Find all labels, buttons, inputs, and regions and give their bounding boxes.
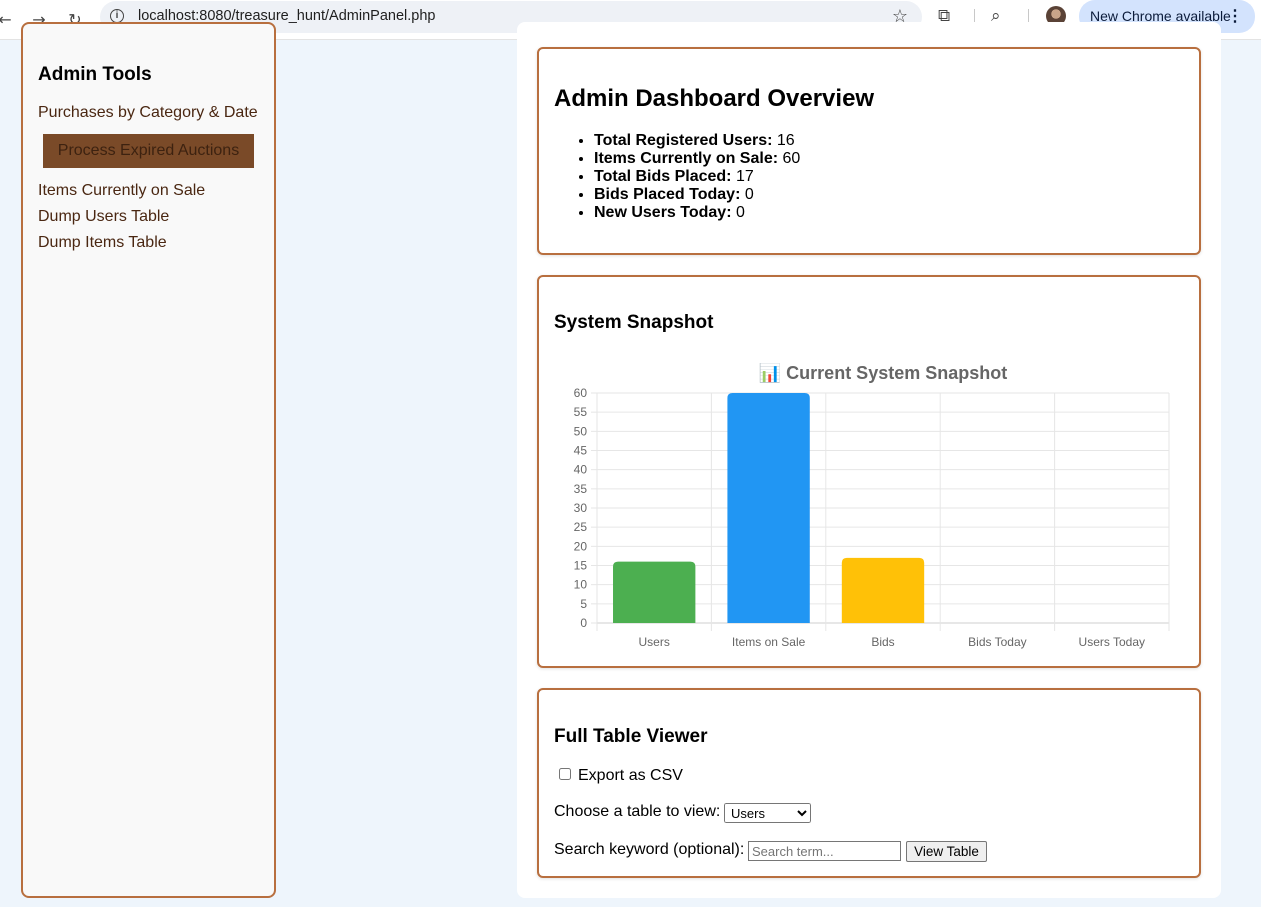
stat-label: Bids Placed Today: bbox=[594, 186, 741, 203]
stat-label: Items Currently on Sale: bbox=[594, 150, 779, 167]
link-purchases-by-category[interactable]: Purchases by Category & Date bbox=[38, 104, 258, 121]
stat-label: New Users Today: bbox=[594, 204, 732, 221]
main-content: Admin Dashboard Overview Total Registere… bbox=[517, 22, 1221, 898]
x-tick-label: Users bbox=[639, 635, 670, 649]
snapshot-bar-chart: 📊 Current System Snapshot 0 5 10 15 20 25 30 35 4… bbox=[574, 362, 1170, 649]
stat-value: 0 bbox=[744, 186, 754, 203]
search-input[interactable] bbox=[748, 841, 901, 861]
x-tick-label: Items on Sale bbox=[732, 635, 806, 649]
stat-label: Total Bids Placed: bbox=[594, 168, 732, 185]
table-viewer-heading: Full Table Viewer bbox=[554, 726, 708, 747]
y-tick-label: 5 bbox=[580, 597, 587, 611]
bar-bids bbox=[841, 557, 925, 623]
snapshot-heading: System Snapshot bbox=[554, 312, 714, 333]
y-tick-label: 20 bbox=[574, 539, 588, 553]
kebab-menu-icon[interactable]: ⋮ bbox=[1227, 8, 1243, 25]
star-icon[interactable]: ☆ bbox=[891, 6, 908, 27]
process-expired-auctions-button[interactable]: Process Expired Auctions bbox=[43, 134, 254, 168]
x-tick-label: Bids Today bbox=[968, 635, 1026, 649]
link-dump-users[interactable]: Dump Users Table bbox=[38, 208, 170, 225]
x-tick-label: Bids bbox=[871, 635, 894, 649]
overview-title: Admin Dashboard Overview bbox=[554, 85, 875, 112]
admin-sidebar: Admin Tools Purchases by Category & Date… bbox=[21, 22, 276, 898]
choose-table-label: Choose a table to view: bbox=[554, 803, 721, 820]
update-label: New Chrome available bbox=[1090, 8, 1231, 24]
stat-item: New Users Today: 0 bbox=[594, 204, 800, 222]
y-tick-label: 30 bbox=[574, 501, 588, 515]
y-tick-label: 10 bbox=[574, 578, 588, 592]
table-viewer-card: Full Table Viewer Export as CSV Choose a… bbox=[537, 688, 1201, 878]
info-icon[interactable]: i bbox=[110, 9, 124, 23]
stat-item: Items Currently on Sale: 60 bbox=[594, 150, 800, 168]
link-dump-items[interactable]: Dump Items Table bbox=[38, 234, 167, 251]
bar-users bbox=[613, 561, 696, 623]
y-tick-label: 35 bbox=[574, 482, 588, 496]
snapshot-card: System Snapshot 📊 Current System Snapsho… bbox=[537, 275, 1201, 668]
y-tick-label: 25 bbox=[574, 520, 588, 534]
overview-card: Admin Dashboard Overview Total Registere… bbox=[537, 47, 1201, 255]
profile-avatar[interactable] bbox=[1046, 6, 1066, 26]
stat-value: 17 bbox=[735, 168, 754, 185]
search-keyword-label: Search keyword (optional): bbox=[554, 841, 745, 858]
stat-item: Total Bids Placed: 17 bbox=[594, 168, 800, 186]
stat-label: Total Registered Users: bbox=[594, 132, 773, 149]
stat-value: 16 bbox=[776, 132, 795, 149]
y-tick-label: 40 bbox=[574, 463, 588, 477]
view-table-button[interactable]: View Table bbox=[906, 841, 987, 862]
stats-list: Total Registered Users: 16 Items Current… bbox=[594, 132, 800, 222]
url-text[interactable]: localhost:8080/treasure_hunt/AdminPanel.… bbox=[138, 8, 436, 24]
y-tick-label: 15 bbox=[574, 559, 588, 573]
table-select[interactable]: Users bbox=[724, 803, 811, 823]
extensions-icon[interactable]: ⧉ bbox=[938, 6, 951, 26]
tab-search-icon[interactable]: ⌕ bbox=[991, 6, 1001, 26]
export-csv-label[interactable]: Export as CSV bbox=[578, 767, 683, 784]
bar-items-on-sale bbox=[727, 393, 810, 623]
y-tick-label: 0 bbox=[580, 616, 587, 630]
y-tick-label: 55 bbox=[574, 405, 588, 419]
toolbar-separator bbox=[1028, 9, 1029, 25]
y-tick-label: 45 bbox=[574, 444, 588, 458]
back-arrow-icon[interactable]: ← bbox=[0, 9, 12, 29]
stat-value: 0 bbox=[735, 204, 745, 221]
link-items-on-sale[interactable]: Items Currently on Sale bbox=[38, 182, 206, 199]
chart-title: 📊 Current System Snapshot bbox=[759, 362, 1007, 383]
y-tick-label: 50 bbox=[574, 424, 588, 438]
x-tick-label: Users Today bbox=[1079, 635, 1145, 649]
toolbar-separator bbox=[974, 9, 975, 25]
stat-value: 60 bbox=[782, 150, 801, 167]
stat-item: Bids Placed Today: 0 bbox=[594, 186, 800, 204]
export-csv-checkbox[interactable] bbox=[559, 768, 571, 780]
sidebar-title: Admin Tools bbox=[38, 64, 152, 85]
stat-item: Total Registered Users: 16 bbox=[594, 132, 800, 150]
y-tick-label: 60 bbox=[574, 386, 588, 400]
